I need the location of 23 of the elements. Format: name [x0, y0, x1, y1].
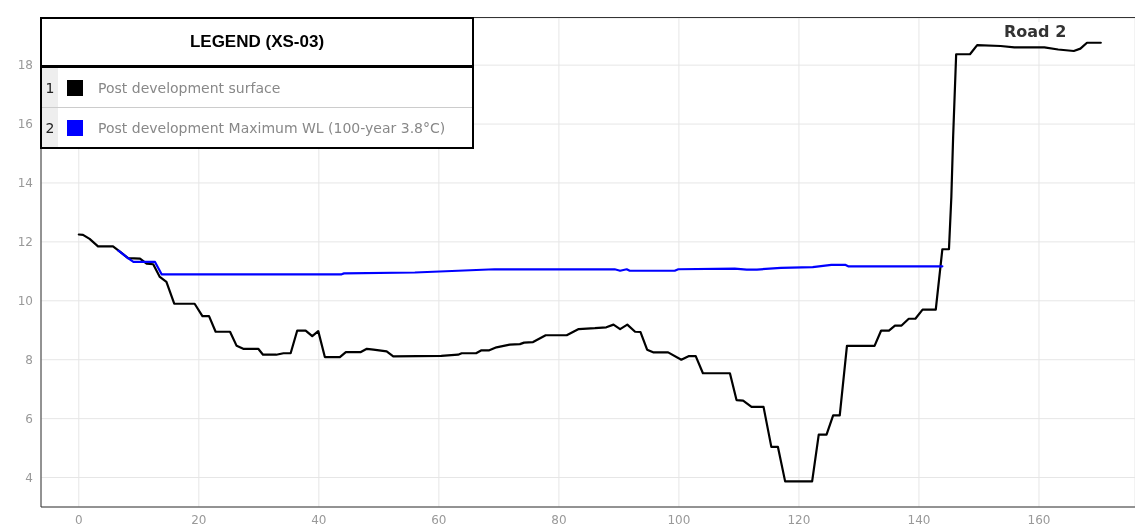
legend-label: Post development Maximum WL (100-year 3.8°C)	[98, 119, 446, 136]
annotation: Road 2	[1002, 22, 1069, 41]
x-tick-label: 40	[311, 512, 327, 527]
y-tick-label: 12	[17, 235, 33, 250]
x-tick-label: 120	[787, 512, 811, 527]
y-tick-label: 4	[25, 470, 33, 485]
annotation: 2	[42, 108, 58, 147]
y-tick-label: 10	[17, 294, 33, 309]
x-tick-label: 140	[907, 512, 931, 527]
legend-title: LEGEND (XS-03)	[42, 19, 472, 68]
y-tick-label: 8	[25, 352, 33, 367]
x-tick-label: 160	[1027, 512, 1051, 527]
x-tick-label: 80	[551, 512, 567, 527]
x-tick-label: 100	[667, 512, 691, 527]
y-tick-label: 16	[17, 117, 33, 132]
x-tick-label: 60	[431, 512, 447, 527]
y-tick-label: 6	[25, 411, 33, 426]
y-tick-label: 18	[17, 58, 33, 73]
x-tick-label: 0	[74, 512, 83, 527]
x-tick-label: 20	[191, 512, 207, 527]
legend-label: Post development surface	[98, 79, 281, 96]
annotation: 1	[42, 68, 58, 107]
y-tick-label: 14	[17, 176, 33, 191]
